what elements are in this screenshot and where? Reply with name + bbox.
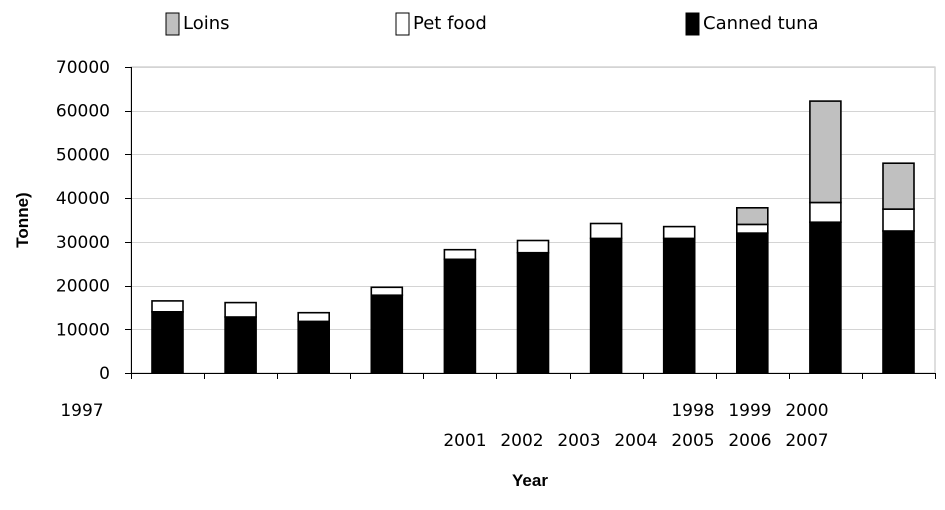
y-tick-label-10000: 10000 (56, 320, 110, 340)
bar-canned-tuna-9 (809, 221, 842, 374)
bar-canned-tuna-5 (516, 252, 550, 374)
x-year-label-2002: 2002 (500, 431, 543, 451)
x-year-label-2007: 2007 (785, 431, 828, 451)
x-year-label-2001: 2001 (443, 431, 486, 451)
x-year-label-1998: 1998 (671, 401, 714, 421)
bar-pet-food-6 (589, 222, 623, 240)
y-tick-label-50000: 50000 (56, 145, 110, 165)
bar-canned-tuna-10 (882, 230, 915, 374)
x-year-label-1999: 1999 (728, 401, 771, 421)
legend-swatch (685, 12, 700, 36)
y-tick-label-30000: 30000 (56, 233, 110, 253)
bar-pet-food-1 (224, 301, 257, 318)
x-year-label-2004: 2004 (614, 431, 657, 451)
bar-canned-tuna-3 (370, 294, 404, 374)
y-tick-label-40000: 40000 (56, 189, 110, 209)
legend-swatch (395, 12, 410, 36)
x-year-label-2005: 2005 (671, 431, 714, 451)
bar-pet-food-4 (443, 248, 477, 261)
bar-pet-food-7 (662, 225, 696, 240)
bar-pet-food-10 (882, 208, 915, 232)
bar-pet-food-0 (151, 300, 184, 313)
bar-canned-tuna-0 (151, 310, 184, 374)
y-tick-label-0: 0 (99, 364, 110, 384)
bar-loins-8 (735, 207, 769, 226)
y-tick-label-70000: 70000 (56, 58, 110, 78)
y-tick-label-60000: 60000 (56, 102, 110, 122)
bar-pet-food-8 (735, 223, 769, 234)
bar-series (151, 100, 915, 374)
bar-canned-tuna-2 (297, 320, 331, 374)
bar-canned-tuna-8 (735, 232, 769, 374)
legend: Loins Pet food Canned tuna (165, 12, 819, 36)
legend-label: Canned tuna (703, 13, 819, 34)
axes (125, 67, 936, 379)
bar-pet-food-2 (297, 311, 331, 323)
bar-canned-tuna-1 (224, 316, 257, 374)
legend-label: Pet food (413, 13, 487, 34)
bar-canned-tuna-6 (589, 237, 623, 374)
legend-item-loins: Loins (165, 12, 230, 36)
bar-canned-tuna-4 (443, 258, 477, 374)
legend-item-pet-food: Pet food (395, 12, 487, 36)
bar-pet-food-3 (370, 286, 404, 296)
bar-pet-food-5 (516, 239, 550, 254)
y-tick-label-20000: 20000 (56, 277, 110, 297)
bar-loins-10 (882, 162, 915, 210)
x-year-label-1997: 1997 (60, 401, 103, 421)
x-year-label-2000: 2000 (785, 401, 828, 421)
legend-label: Loins (183, 13, 230, 34)
legend-item-canned-tuna: Canned tuna (685, 12, 819, 36)
x-year-label-2006: 2006 (728, 431, 771, 451)
x-axis-title: Year (512, 471, 548, 490)
legend-swatch (165, 12, 180, 36)
bar-canned-tuna-7 (662, 237, 696, 374)
bar-loins-9 (809, 100, 842, 204)
x-year-label-2003: 2003 (557, 431, 600, 451)
y-tick-labels: 0 10000 20000 30000 40000 50000 60000 70000 (56, 58, 110, 384)
bar-pet-food-9 (809, 201, 842, 224)
y-axis-title: Tonne) (13, 192, 32, 247)
x-year-labels: 1997 1998 1999 2000 2001 2002 2003 2004 2005 2006… (60, 401, 828, 451)
